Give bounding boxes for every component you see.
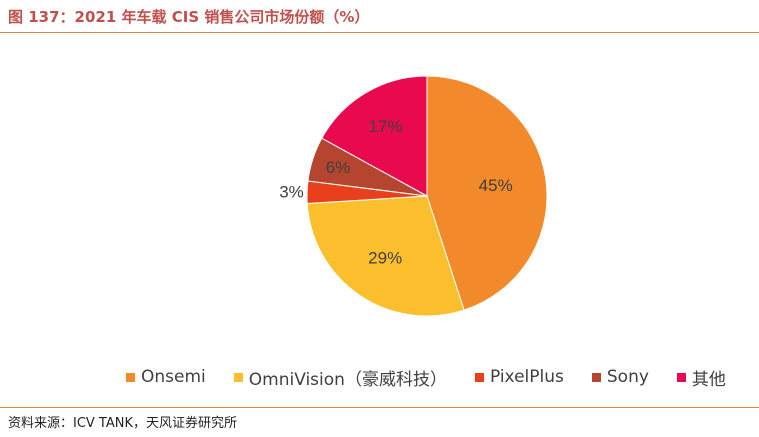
legend-swatch [676, 372, 686, 382]
pie-slice [426, 75, 548, 311]
legend-label: 其他 [691, 369, 726, 390]
slice-data-label: 17% [368, 117, 402, 136]
legend-swatch [233, 372, 243, 382]
legend-item: Sony [591, 367, 649, 387]
pie-chart: 45% 29% 3% 6% 17% [279, 75, 548, 317]
legend-label: OmniVision（豪威科技） [248, 369, 447, 390]
slice-data-label: 29% [368, 249, 402, 268]
legend-label: Sony [606, 367, 649, 387]
pie-slices [306, 75, 548, 317]
legend-label: PixelPlus [489, 367, 564, 387]
pie-labels: 45% 29% 3% 6% 17% [279, 117, 513, 268]
source-divider [0, 407, 759, 408]
figure-title: 图 137：2021 年车载 CIS 销售公司市场份额（%） [8, 8, 370, 26]
source-note: 资料来源：ICV TANK，天风证券研究所 [8, 416, 238, 431]
legend-item: 其他 [676, 365, 726, 390]
legend-swatch [591, 372, 601, 382]
pie-slice [321, 75, 428, 197]
slice-data-label: 45% [479, 176, 513, 195]
legend-swatch [474, 372, 484, 382]
legend-swatch [126, 372, 135, 382]
legend-label: Onsemi [141, 367, 206, 387]
legend-item: OmniVision（豪威科技） [233, 365, 447, 390]
chart-legend: Onsemi OmniVision（豪威科技） PixelPlus Sony 其他 [126, 365, 726, 390]
pie-slice [306, 195, 465, 317]
slice-data-label: 6% [326, 158, 351, 177]
title-divider [0, 32, 759, 33]
legend-item: Onsemi [126, 367, 206, 387]
legend-item: PixelPlus [474, 367, 564, 387]
slice-data-label: 3% [279, 183, 304, 202]
